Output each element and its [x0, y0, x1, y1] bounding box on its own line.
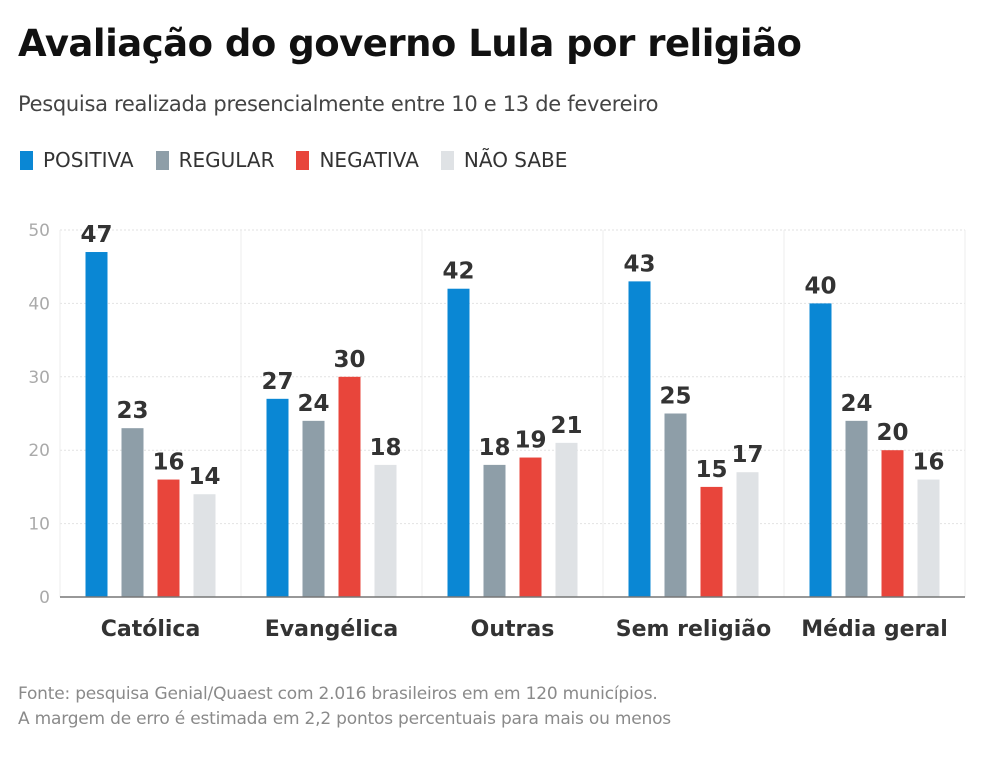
data-label: 47 [80, 222, 112, 248]
bar-regular-2 [483, 464, 506, 597]
legend-item-nao-sabe: NÃO SABE [440, 148, 568, 172]
y-tick-label: 30 [28, 368, 50, 388]
legend-label-nao-sabe: NÃO SABE [463, 148, 568, 172]
data-label: 30 [333, 347, 365, 373]
data-label: 19 [514, 428, 546, 454]
data-label: 16 [912, 450, 944, 476]
x-category-label: Católica [101, 617, 201, 642]
data-label: 14 [188, 464, 220, 490]
data-label: 20 [876, 420, 908, 446]
bar-regular-3 [664, 413, 687, 597]
bar-negativa-3 [700, 486, 723, 597]
bar-n-o-sabe-1 [374, 464, 397, 597]
chart-title: Avaliação do governo Lula por religião [18, 22, 802, 65]
x-category-label: Evangélica [265, 617, 399, 642]
bar-n-o-sabe-4 [917, 479, 940, 597]
data-label: 18 [478, 435, 510, 461]
x-category-label: Média geral [801, 617, 948, 642]
legend-label-negativa: NEGATIVA [319, 148, 419, 172]
data-label: 23 [116, 398, 148, 424]
data-label: 17 [731, 442, 763, 468]
data-label: 16 [152, 450, 184, 476]
data-label: 43 [623, 251, 655, 277]
legend-label-positiva: POSITIVA [43, 148, 134, 172]
y-tick-label: 0 [39, 588, 50, 608]
data-label: 18 [369, 435, 401, 461]
bar-negativa-4 [881, 450, 904, 597]
bar-positiva-1 [266, 398, 289, 597]
legend-swatch-positiva [20, 150, 33, 170]
x-category-label: Sem religião [616, 617, 771, 642]
legend-label-regular: REGULAR [178, 148, 275, 172]
bar-n-o-sabe-0 [193, 494, 216, 597]
legend-item-negativa: NEGATIVA [296, 148, 419, 172]
bar-negativa-2 [519, 457, 542, 597]
y-tick-label: 10 [28, 515, 50, 535]
x-category-label: Outras [471, 617, 555, 642]
y-tick-label: 20 [28, 441, 50, 461]
legend-item-positiva: POSITIVA [20, 148, 134, 172]
bar-regular-4 [845, 420, 868, 597]
bar-n-o-sabe-2 [555, 442, 578, 597]
bar-regular-1 [302, 420, 325, 597]
data-label: 24 [297, 391, 329, 417]
data-label: 40 [804, 273, 836, 299]
y-tick-label: 50 [28, 221, 50, 241]
bar-negativa-0 [157, 479, 180, 597]
bar-positiva-3 [628, 281, 651, 597]
footer: Fonte: pesquisa Genial/Quaest com 2.016 … [18, 682, 671, 732]
data-label: 15 [695, 457, 727, 483]
source-note: Fonte: pesquisa Genial/Quaest com 2.016 … [18, 684, 658, 704]
data-label: 25 [659, 384, 691, 410]
bar-positiva-4 [809, 303, 832, 597]
data-label: 27 [261, 369, 293, 395]
bar-n-o-sabe-3 [736, 472, 759, 597]
legend: POSITIVA REGULAR NEGATIVA NÃO SABE [20, 148, 589, 172]
data-label: 42 [442, 259, 474, 285]
bar-positiva-0 [85, 252, 108, 597]
data-label: 24 [840, 391, 872, 417]
legend-swatch-regular [155, 150, 169, 170]
y-tick-label: 40 [28, 294, 50, 314]
legend-swatch-negativa [296, 150, 310, 170]
margin-note: A margem de erro é estimada em 2,2 ponto… [18, 709, 671, 729]
chart-subtitle: Pesquisa realizada presencialmente entre… [18, 92, 659, 116]
data-label: 21 [550, 413, 582, 439]
legend-item-regular: REGULAR [155, 148, 275, 172]
legend-swatch-nao-sabe [440, 150, 454, 170]
bar-regular-0 [121, 428, 144, 597]
bar-positiva-2 [447, 288, 470, 597]
bar-negativa-1 [338, 376, 361, 597]
